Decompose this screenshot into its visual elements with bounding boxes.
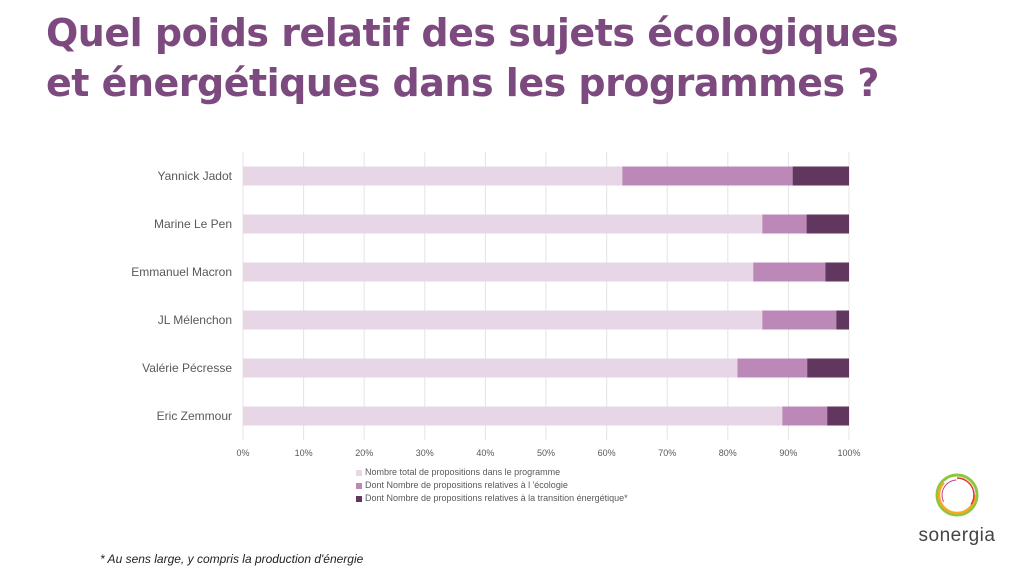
- x-tick-label: 100%: [837, 448, 860, 458]
- logo-ring-icon: [935, 473, 979, 517]
- legend-label: Nombre total de propositions dans le pro…: [365, 467, 561, 477]
- page-title: Quel poids relatif des sujets écologique…: [46, 8, 899, 108]
- legend-item: Nombre total de propositions dans le pro…: [356, 466, 628, 479]
- category-label: Eric Zemmour: [157, 409, 232, 423]
- bar-segment-ecologie: [622, 166, 793, 186]
- bar-segment-total: [243, 406, 783, 426]
- x-tick-label: 30%: [416, 448, 434, 458]
- sonergia-logo: sonergia: [914, 470, 1000, 547]
- bar-segment-ecologie: [737, 358, 808, 378]
- bar-segment-total: [243, 358, 738, 378]
- bar-segment-energie: [792, 166, 849, 186]
- category-label: Yannick Jadot: [158, 169, 233, 183]
- x-tick-label: 10%: [295, 448, 313, 458]
- x-tick-label: 60%: [598, 448, 616, 458]
- category-label: Marine Le Pen: [154, 217, 232, 231]
- footnote: * Au sens large, y compris la production…: [100, 552, 364, 566]
- legend-label: Dont Nombre de propositions relatives à …: [365, 493, 628, 503]
- x-tick-label: 90%: [779, 448, 797, 458]
- bar-segment-total: [243, 214, 763, 234]
- x-tick-label: 20%: [355, 448, 373, 458]
- bar-segment-energie: [836, 310, 849, 330]
- bar-segment-energie: [806, 214, 849, 234]
- x-tick-label: 40%: [476, 448, 494, 458]
- bar-segment-ecologie: [762, 214, 807, 234]
- legend-swatch-ecologie: [356, 482, 362, 489]
- x-tick-label: 50%: [537, 448, 555, 458]
- bar-segment-energie: [807, 358, 849, 378]
- category-label: JL Mélenchon: [158, 313, 232, 327]
- legend-item: Dont Nombre de propositions relatives à …: [356, 479, 628, 492]
- bar-segment-ecologie: [782, 406, 828, 426]
- bar-segment-total: [243, 166, 623, 186]
- legend-label: Dont Nombre de propositions relatives à …: [365, 480, 568, 490]
- legend-item: Dont Nombre de propositions relatives à …: [356, 492, 628, 505]
- chart-legend: Nombre total de propositions dans le pro…: [356, 466, 628, 505]
- x-tick-label: 70%: [658, 448, 676, 458]
- title-line-2: et énergétiques dans les programmes ?: [46, 61, 879, 105]
- x-tick-label: 80%: [719, 448, 737, 458]
- bar-segment-energie: [827, 406, 849, 426]
- category-label: Valérie Pécresse: [142, 361, 232, 375]
- bar-segment-ecologie: [753, 262, 826, 282]
- legend-swatch-energie: [356, 495, 362, 502]
- title-line-1: Quel poids relatif des sujets écologique…: [46, 11, 899, 55]
- bar-segment-total: [243, 262, 754, 282]
- legend-swatch-total: [356, 469, 362, 476]
- category-label: Emmanuel Macron: [131, 265, 232, 279]
- bar-segment-energie: [825, 262, 849, 282]
- x-tick-label: 0%: [236, 448, 249, 458]
- logo-text: sonergia: [918, 525, 996, 546]
- bar-segment-total: [243, 310, 763, 330]
- bar-segment-ecologie: [762, 310, 837, 330]
